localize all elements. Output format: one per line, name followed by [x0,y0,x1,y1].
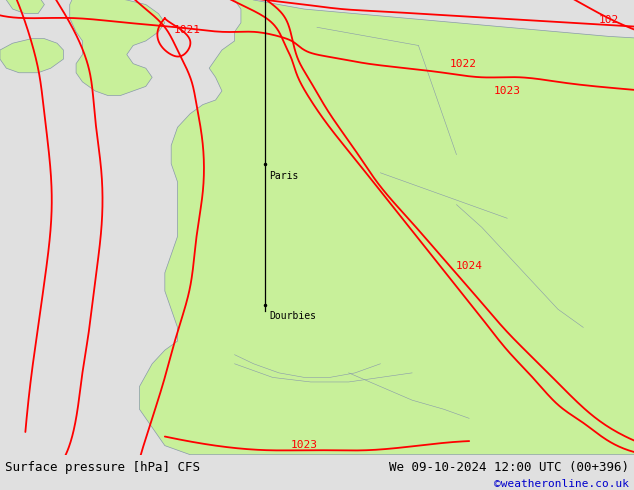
Text: Surface pressure [hPa] CFS: Surface pressure [hPa] CFS [5,461,200,473]
Polygon shape [139,0,634,455]
Polygon shape [0,0,44,14]
Polygon shape [70,0,165,96]
Text: 1022: 1022 [450,59,476,69]
Text: 1023: 1023 [291,440,318,450]
Text: 1023: 1023 [494,86,521,96]
Text: We 09-10-2024 12:00 UTC (00+396): We 09-10-2024 12:00 UTC (00+396) [389,461,629,473]
Text: 1024: 1024 [456,261,482,271]
Text: 102: 102 [598,16,619,25]
Text: ©weatheronline.co.uk: ©weatheronline.co.uk [494,479,629,489]
Text: 1021: 1021 [174,24,200,35]
Polygon shape [0,39,63,73]
Text: Paris: Paris [269,171,299,180]
Text: Dourbies: Dourbies [269,312,316,321]
